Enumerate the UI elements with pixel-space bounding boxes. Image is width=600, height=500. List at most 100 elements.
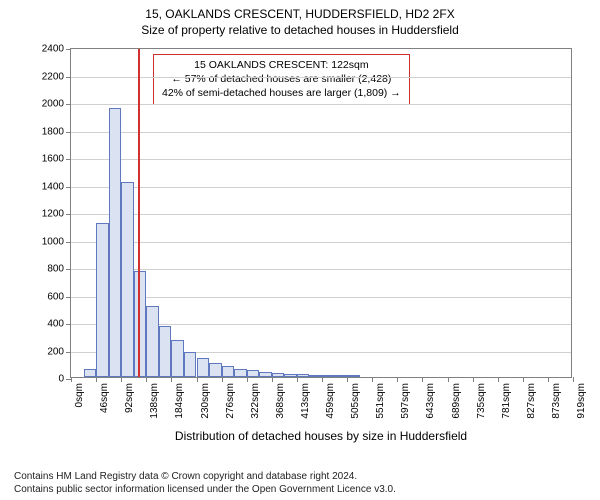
x-tick-label: 0sqm xyxy=(74,383,85,407)
x-tick xyxy=(171,377,172,382)
histogram-bar xyxy=(121,182,134,377)
chart-title-line2: Size of property relative to detached ho… xyxy=(0,22,600,38)
y-tick-label: 200 xyxy=(47,346,64,357)
grid-line xyxy=(71,187,571,188)
chart-title-line1: 15, OAKLANDS CRESCENT, HUDDERSFIELD, HD2… xyxy=(0,6,600,22)
histogram-bar xyxy=(347,375,360,377)
x-tick-label: 597sqm xyxy=(400,383,411,419)
histogram-bar xyxy=(247,370,260,377)
x-tick-label: 551sqm xyxy=(375,383,386,419)
histogram-bar xyxy=(159,326,172,377)
x-tick xyxy=(573,377,574,382)
x-tick xyxy=(347,377,348,382)
x-tick xyxy=(247,377,248,382)
y-tick-label: 1800 xyxy=(42,126,64,137)
histogram-bar xyxy=(259,372,272,378)
info-box-line2: ← 57% of detached houses are smaller (2,… xyxy=(162,72,401,86)
x-tick-label: 643sqm xyxy=(425,383,436,419)
chart-area: Number of detached properties 15 OAKLAND… xyxy=(46,48,572,416)
histogram-bar xyxy=(96,223,109,377)
y-tick-label: 800 xyxy=(47,264,64,275)
x-tick-label: 413sqm xyxy=(300,383,311,419)
grid-line xyxy=(71,104,571,105)
grid-line xyxy=(71,242,571,243)
x-tick-label: 276sqm xyxy=(225,383,236,419)
grid-line xyxy=(71,159,571,160)
histogram-bar xyxy=(297,374,310,377)
y-tick xyxy=(66,104,71,105)
footer-attribution: Contains HM Land Registry data © Crown c… xyxy=(14,470,396,496)
y-tick-label: 2200 xyxy=(42,71,64,82)
y-tick-label: 0 xyxy=(58,374,64,385)
x-tick xyxy=(222,377,223,382)
x-tick-label: 689sqm xyxy=(451,383,462,419)
x-tick xyxy=(71,377,72,382)
x-tick xyxy=(272,377,273,382)
y-tick xyxy=(66,297,71,298)
x-tick-label: 459sqm xyxy=(325,383,336,419)
x-tick xyxy=(473,377,474,382)
x-tick xyxy=(448,377,449,382)
histogram-bar xyxy=(272,373,285,377)
x-tick xyxy=(197,377,198,382)
footer-line1: Contains HM Land Registry data © Crown c… xyxy=(14,470,396,483)
y-tick xyxy=(66,242,71,243)
y-tick-label: 1400 xyxy=(42,181,64,192)
x-tick-label: 46sqm xyxy=(99,383,110,413)
histogram-bar xyxy=(184,352,197,377)
histogram-bar xyxy=(222,366,235,377)
x-tick-label: 827sqm xyxy=(526,383,537,419)
y-tick-label: 400 xyxy=(47,319,64,330)
chart-title-block: 15, OAKLANDS CRESCENT, HUDDERSFIELD, HD2… xyxy=(0,0,600,38)
histogram-bar xyxy=(146,306,159,378)
footer-line2: Contains public sector information licen… xyxy=(14,483,396,496)
y-tick xyxy=(66,77,71,78)
y-tick-label: 600 xyxy=(47,291,64,302)
x-tick xyxy=(146,377,147,382)
x-tick-label: 735sqm xyxy=(476,383,487,419)
grid-line xyxy=(71,269,571,270)
x-tick-label: 322sqm xyxy=(250,383,261,419)
info-box-line3: 42% of semi-detached houses are larger (… xyxy=(162,86,401,100)
x-tick xyxy=(523,377,524,382)
x-tick xyxy=(372,377,373,382)
y-tick xyxy=(66,49,71,50)
histogram-bar xyxy=(309,375,322,377)
x-tick xyxy=(548,377,549,382)
histogram-bar xyxy=(197,358,210,377)
x-tick-label: 138sqm xyxy=(149,383,160,419)
y-tick-label: 1600 xyxy=(42,154,64,165)
y-tick xyxy=(66,132,71,133)
grid-line xyxy=(71,214,571,215)
x-tick-label: 230sqm xyxy=(200,383,211,419)
y-tick-label: 2400 xyxy=(42,44,64,55)
histogram-bar xyxy=(335,375,348,377)
y-tick xyxy=(66,324,71,325)
reference-line xyxy=(138,49,140,377)
info-box: 15 OAKLANDS CRESCENT: 122sqm ← 57% of de… xyxy=(153,54,410,105)
x-tick-label: 92sqm xyxy=(124,383,135,413)
y-tick-label: 1200 xyxy=(42,209,64,220)
info-box-line1: 15 OAKLANDS CRESCENT: 122sqm xyxy=(162,58,401,72)
x-tick xyxy=(422,377,423,382)
x-tick-label: 919sqm xyxy=(576,383,587,419)
y-tick-label: 2000 xyxy=(42,99,64,110)
x-tick xyxy=(397,377,398,382)
y-tick xyxy=(66,352,71,353)
x-tick-label: 781sqm xyxy=(501,383,512,419)
x-tick-label: 873sqm xyxy=(551,383,562,419)
x-tick xyxy=(96,377,97,382)
x-tick-label: 368sqm xyxy=(275,383,286,419)
histogram-bar xyxy=(134,271,147,377)
grid-line xyxy=(71,132,571,133)
histogram-bar xyxy=(84,369,97,377)
histogram-bar xyxy=(109,108,122,378)
y-tick xyxy=(66,159,71,160)
grid-line xyxy=(71,77,571,78)
x-tick xyxy=(121,377,122,382)
x-tick xyxy=(322,377,323,382)
histogram-bar xyxy=(171,340,184,377)
x-tick-label: 184sqm xyxy=(174,383,185,419)
y-tick xyxy=(66,269,71,270)
x-tick xyxy=(498,377,499,382)
